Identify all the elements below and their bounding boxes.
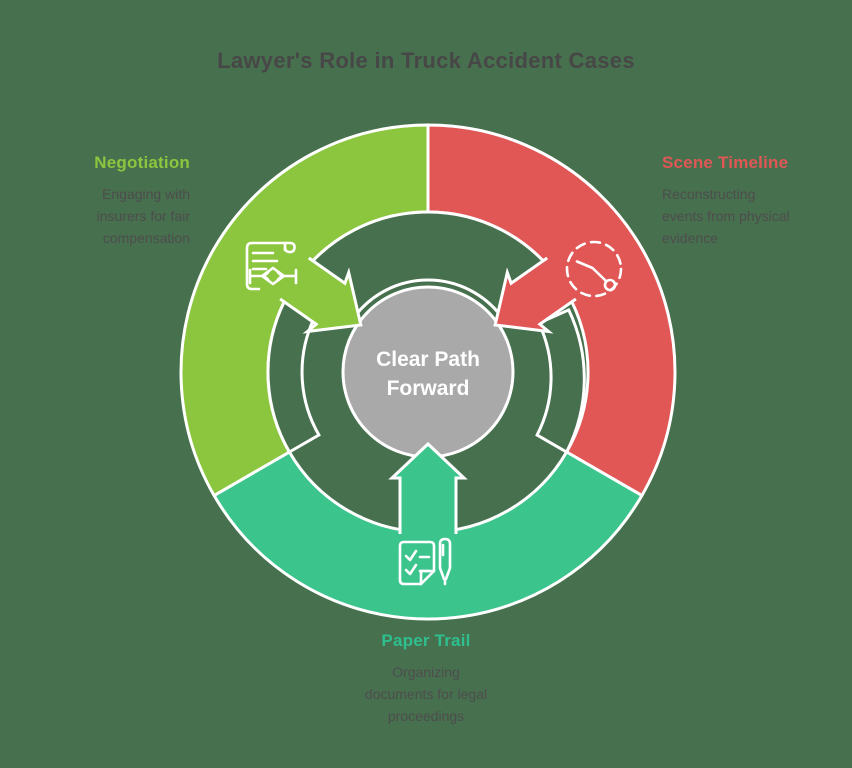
negotiation-label-block: Negotiation Engaging with insurers for f… [0,153,190,249]
scene-timeline-description: Reconstructing events from physical evid… [662,186,790,246]
paper-trail-arrow [388,441,468,534]
scene-timeline-label: Scene Timeline [662,153,789,172]
clock-timeline-icon [565,240,623,298]
paper-trail-label-block: Paper Trail Organizing documents for leg… [326,631,526,727]
scene-timeline-label-block: Scene Timeline Reconstructing events fro… [662,153,852,249]
negotiation-label: Negotiation [94,153,190,172]
scene-timeline-arrow [493,256,577,334]
checklist-pen-icon [398,537,452,586]
page-title: Lawyer's Role in Truck Accident Cases [217,48,635,73]
scroll-handshake-icon [245,241,298,291]
negotiation-arrow [279,256,363,334]
segment-paper-trail [212,449,644,621]
paper-trail-label: Paper Trail [381,631,471,650]
negotiation-description: Engaging with insurers for fair compensa… [96,186,190,246]
swoosh-band-right [535,307,586,455]
center-circle-text: Clear Path Forward [376,348,480,400]
paper-trail-description: Organizing documents for legal proceedin… [364,664,488,724]
